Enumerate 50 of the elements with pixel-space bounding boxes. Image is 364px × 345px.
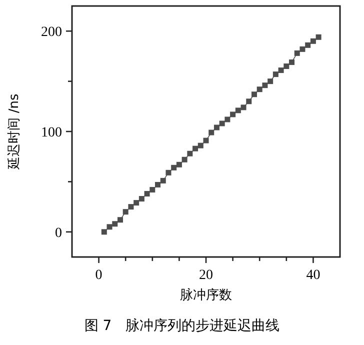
x-tick-label: 40 (306, 268, 320, 283)
point (262, 82, 268, 88)
point (166, 170, 172, 176)
point (134, 200, 140, 206)
point (316, 34, 322, 40)
point (176, 162, 182, 168)
point (289, 59, 295, 65)
point (230, 112, 236, 118)
y-tick-label: 200 (41, 25, 62, 40)
point (214, 124, 220, 130)
point (106, 224, 112, 230)
x-tick-label: 20 (199, 268, 213, 283)
point (235, 108, 241, 114)
y-tick-label: 100 (41, 126, 62, 140)
point (310, 38, 316, 44)
point (251, 92, 257, 98)
point (224, 116, 230, 122)
point (246, 98, 252, 104)
point (182, 156, 188, 162)
point (278, 68, 284, 74)
y-tick-label: 0 (55, 226, 62, 241)
point (208, 130, 214, 136)
point (192, 146, 198, 152)
point (150, 186, 156, 192)
point (101, 229, 107, 235)
point (198, 142, 204, 148)
x-tick-label: 0 (95, 268, 102, 283)
y-axis-title: 延迟时间 /ns (7, 94, 22, 170)
point (187, 150, 193, 156)
point (112, 221, 118, 227)
point (138, 196, 144, 202)
point (144, 191, 150, 196)
point (294, 50, 300, 56)
point (160, 178, 166, 184)
point (117, 217, 123, 223)
x-axis-title: 脉冲序数 (180, 287, 232, 303)
point (171, 164, 177, 170)
point (305, 42, 311, 48)
point (272, 72, 278, 78)
point (268, 78, 274, 84)
point (219, 120, 225, 126)
point (122, 209, 128, 215)
point (256, 86, 262, 92)
point (155, 182, 161, 188)
caption: 图 7 脉冲序列的步进延迟曲线 (84, 318, 280, 334)
point (284, 63, 290, 69)
point (300, 46, 306, 52)
point (203, 138, 209, 144)
point (128, 204, 134, 210)
point (240, 104, 246, 110)
